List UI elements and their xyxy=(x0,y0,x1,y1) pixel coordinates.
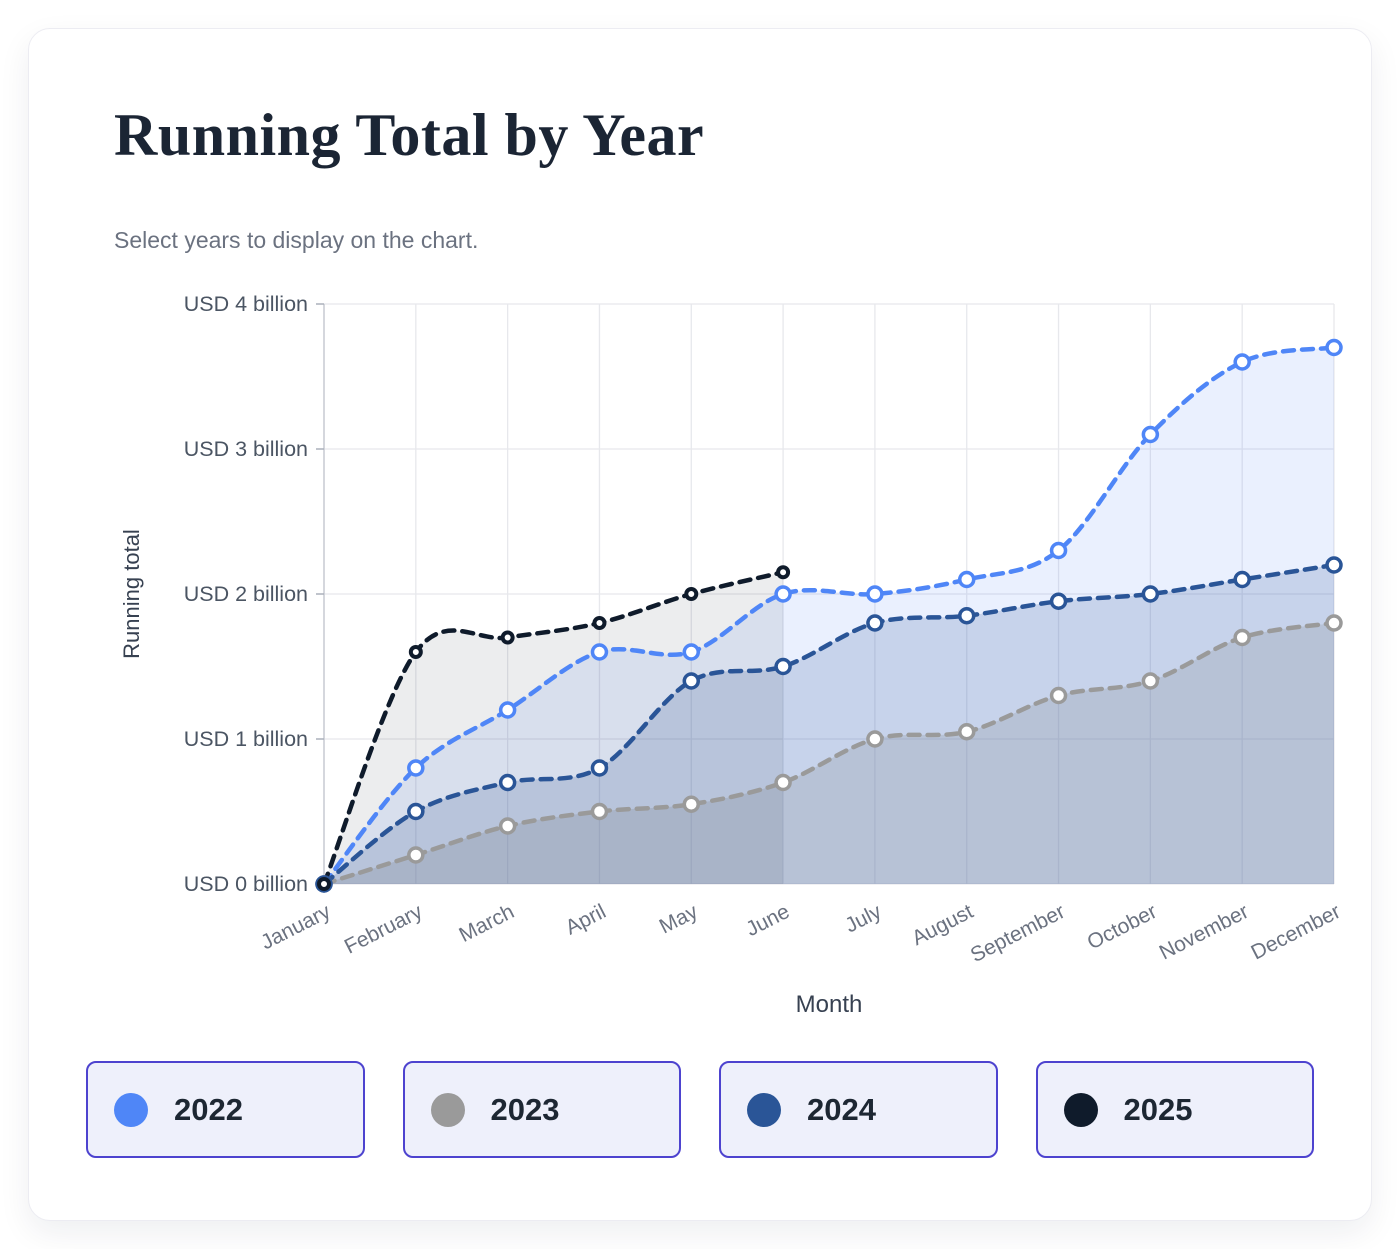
point-2025 xyxy=(776,565,791,580)
point-2023 xyxy=(682,795,701,813)
series-2025-color-dot xyxy=(1063,1092,1098,1127)
point-2024 xyxy=(682,672,701,690)
point-2023 xyxy=(866,730,884,748)
area-2023 xyxy=(324,623,1334,884)
point-2024 xyxy=(498,773,517,792)
point-2024 xyxy=(1233,570,1251,589)
point-2022 xyxy=(407,759,425,777)
area-2022 xyxy=(324,347,1334,884)
x-tick-label: September xyxy=(967,900,1069,967)
point-2023 xyxy=(1325,614,1343,632)
point-2023 xyxy=(957,723,976,741)
point-2022 xyxy=(1049,541,1068,560)
running-total-card: Running Total by Year Select years to di… xyxy=(28,28,1372,1221)
series-areas xyxy=(324,347,1334,884)
x-tick-label: December xyxy=(1248,900,1345,964)
point-2024 xyxy=(590,759,609,777)
point-2025 xyxy=(592,616,607,630)
point-2024 xyxy=(774,657,792,676)
point-2024 xyxy=(957,607,976,625)
point-2025 xyxy=(500,630,515,645)
x-tick-label: January xyxy=(257,900,334,955)
legend-label-2023: 2023 xyxy=(490,1091,560,1127)
y-tick-label: USD 2 billion xyxy=(184,582,308,606)
x-tick-label: August xyxy=(908,900,977,950)
legend-button-2022[interactable]: 2022 xyxy=(86,1061,365,1158)
point-2023 xyxy=(407,846,425,864)
point-2023 xyxy=(1141,672,1160,690)
point-2022 xyxy=(682,643,701,661)
point-2024 xyxy=(866,614,884,632)
y-tick-label: USD 3 billion xyxy=(184,437,308,461)
point-2022 xyxy=(498,701,517,719)
legend-label-2025: 2025 xyxy=(1123,1091,1193,1127)
point-2024 xyxy=(407,802,425,821)
area-2024 xyxy=(324,565,1334,884)
point-2022 xyxy=(1141,425,1160,444)
series-2024-color-dot xyxy=(747,1092,781,1127)
legend-button-2025[interactable]: 2025 xyxy=(1035,1061,1314,1158)
x-tick-label: November xyxy=(1156,900,1253,964)
gridlines xyxy=(316,303,1335,885)
chart-area: USD 0 billion USD 1 billion USD 2 billion U… xyxy=(99,274,1349,1054)
area-2025 xyxy=(324,572,784,884)
x-tick-label: October xyxy=(1084,900,1161,954)
series-2023-color-dot xyxy=(430,1092,465,1127)
x-tick-label: June xyxy=(742,900,793,941)
legend-button-2023[interactable]: 2023 xyxy=(402,1061,681,1158)
legend-label-2024: 2024 xyxy=(807,1091,876,1127)
x-tick-label: February xyxy=(341,900,427,959)
point-2023 xyxy=(774,773,792,792)
page-subtitle: Select years to display on the chart. xyxy=(114,227,479,253)
point-2025 xyxy=(317,877,331,891)
point-2023 xyxy=(1049,686,1068,705)
year-legend: 2022 2023 2024 2025 xyxy=(86,1061,1314,1158)
point-2022 xyxy=(774,585,792,603)
point-2023 xyxy=(1233,628,1251,647)
y-axis-title: Running total xyxy=(119,529,144,659)
point-2024 xyxy=(1325,556,1343,574)
page-title: Running Total by Year xyxy=(114,102,705,168)
point-2025 xyxy=(684,587,699,601)
series-2022-color-dot xyxy=(114,1092,148,1127)
y-tick-label: USD 4 billion xyxy=(184,292,308,316)
y-tick-label: USD 1 billion xyxy=(184,727,308,751)
point-2023 xyxy=(498,817,517,835)
series-markers xyxy=(315,338,1343,893)
x-tick-label: May xyxy=(656,900,702,939)
x-tick-label: March xyxy=(455,900,517,947)
point-2024 xyxy=(1141,585,1160,603)
point-2022 xyxy=(1233,353,1251,371)
point-2022 xyxy=(590,643,609,661)
point-2022 xyxy=(866,585,884,603)
point-2022 xyxy=(1325,338,1343,357)
point-2025 xyxy=(408,645,423,659)
point-2024 xyxy=(1049,592,1068,610)
y-tick-label: USD 0 billion xyxy=(184,872,308,896)
x-axis-title: Month xyxy=(796,991,863,1018)
point-2022 xyxy=(957,570,976,589)
legend-button-2024[interactable]: 2024 xyxy=(719,1061,998,1158)
running-total-chart: USD 0 billion USD 1 billion USD 2 billion U… xyxy=(119,292,1345,1018)
point-2023 xyxy=(590,802,609,821)
legend-label-2022: 2022 xyxy=(174,1091,243,1127)
x-tick-label: July xyxy=(841,900,885,938)
x-tick-label: April xyxy=(562,900,610,940)
